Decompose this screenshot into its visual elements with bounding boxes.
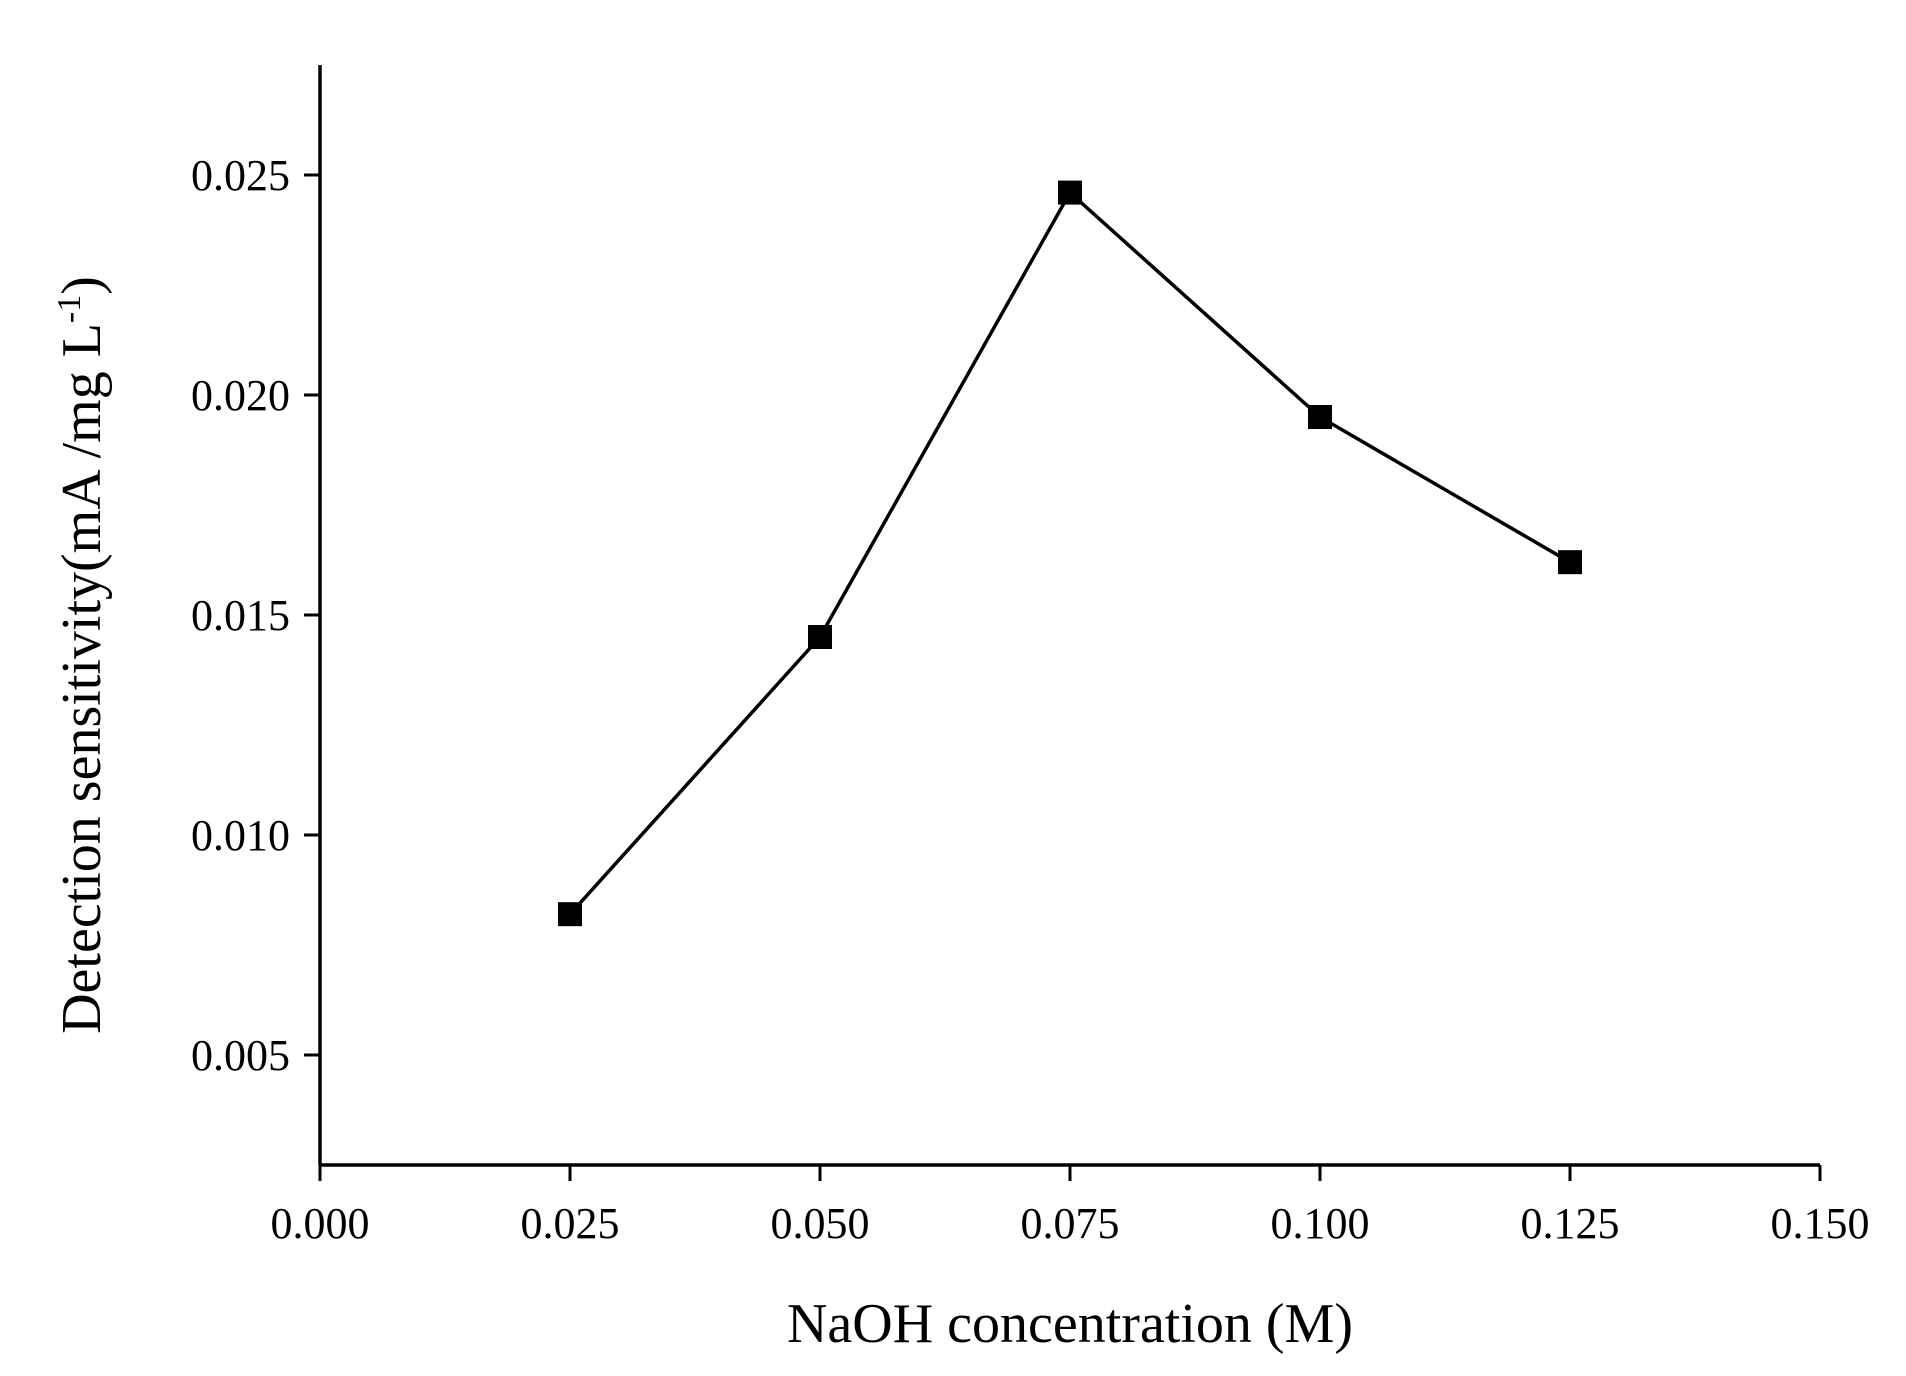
axes bbox=[318, 65, 1820, 1167]
y-ticks: 0.005 0.010 0.015 0.020 0.025 bbox=[191, 151, 320, 1080]
data-point-marker bbox=[1058, 180, 1082, 205]
y-tick-label: 0.015 bbox=[191, 591, 290, 640]
data-point-marker bbox=[808, 625, 832, 649]
x-axis-title: NaOH concentration (M) bbox=[787, 1293, 1353, 1355]
x-tick-label: 0.150 bbox=[1771, 1199, 1870, 1248]
y-tick-label: 0.005 bbox=[191, 1031, 290, 1080]
x-tick-label: 0.100 bbox=[1271, 1199, 1370, 1248]
y-tick-label: 0.010 bbox=[191, 811, 290, 860]
series-layer bbox=[558, 180, 1582, 927]
x-tick-label: 0.000 bbox=[271, 1199, 370, 1248]
y-axis-title-close: ) bbox=[51, 276, 113, 295]
x-tick-label: 0.050 bbox=[771, 1199, 870, 1248]
y-tick-label: 0.025 bbox=[191, 151, 290, 200]
x-tick-label: 0.125 bbox=[1521, 1199, 1620, 1248]
data-point-marker bbox=[1558, 550, 1582, 575]
y-axis-title-main: Detection sensitivity(mA /mg L bbox=[51, 323, 113, 1034]
y-tick-label: 0.020 bbox=[191, 371, 290, 420]
series-line bbox=[568, 189, 1571, 916]
y-axis-title-superscript: -1 bbox=[51, 295, 88, 323]
y-axis-title: Detection sensitivity(mA /mg L-1) bbox=[51, 276, 113, 1034]
x-tick-label: 0.075 bbox=[1021, 1199, 1120, 1248]
x-tick-label: 0.025 bbox=[521, 1199, 620, 1248]
data-point-marker bbox=[558, 902, 582, 927]
x-ticks: 0.000 0.025 0.050 0.075 0.100 0.125 0.150 bbox=[271, 1165, 1870, 1248]
data-point-marker bbox=[1308, 405, 1332, 429]
